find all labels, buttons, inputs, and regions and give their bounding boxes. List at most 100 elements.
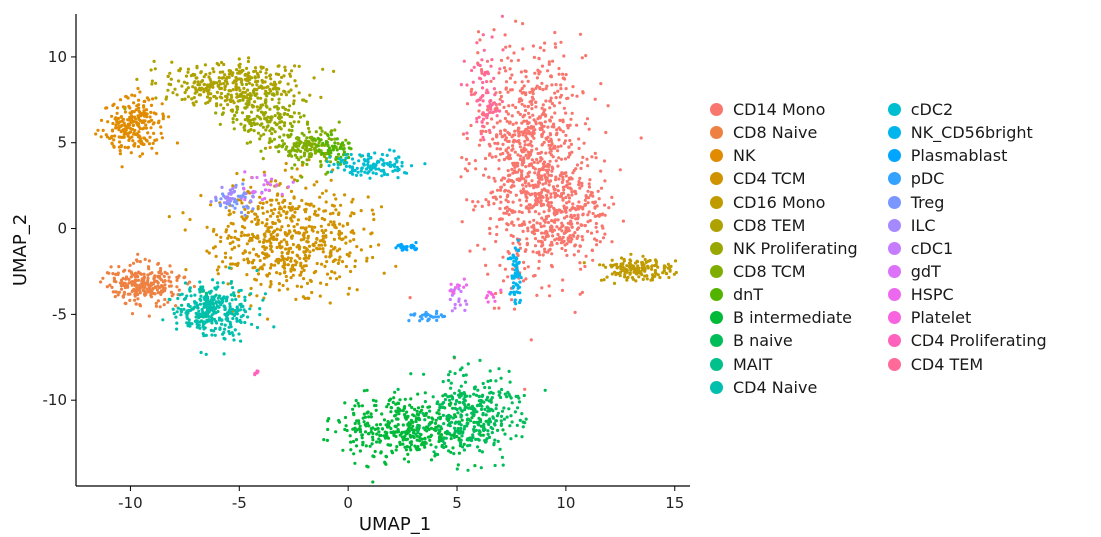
- data-point: [348, 214, 353, 218]
- data-point: [266, 120, 270, 124]
- data-point: [258, 266, 263, 270]
- data-point: [245, 96, 249, 100]
- data-point: [411, 424, 415, 428]
- data-point: [105, 271, 109, 275]
- data-point: [249, 286, 253, 291]
- data-point: [517, 168, 521, 172]
- data-point: [435, 318, 439, 322]
- data-point: [528, 203, 532, 207]
- data-point: [510, 420, 514, 424]
- legend-item: Platelet: [884, 306, 1047, 329]
- data-point: [423, 436, 427, 440]
- data-point: [441, 413, 445, 417]
- data-point: [500, 100, 504, 104]
- legend-label: gdT: [910, 262, 941, 282]
- data-point: [485, 80, 489, 84]
- data-point: [508, 67, 512, 71]
- data-point: [625, 276, 630, 280]
- data-point: [145, 96, 149, 100]
- data-point: [130, 118, 134, 122]
- data-point: [253, 93, 257, 97]
- data-point: [495, 114, 499, 118]
- data-point: [179, 310, 184, 314]
- data-point: [243, 124, 247, 128]
- data-point: [351, 427, 355, 431]
- data-point: [258, 137, 262, 141]
- data-point: [163, 283, 167, 287]
- data-point: [302, 114, 306, 118]
- data-point: [156, 262, 160, 266]
- data-point: [584, 254, 588, 258]
- data-point: [473, 385, 477, 390]
- series-b-naive: [396, 355, 547, 472]
- data-point: [643, 257, 647, 262]
- data-point: [231, 184, 235, 188]
- data-point: [218, 122, 222, 126]
- data-point: [369, 412, 373, 416]
- data-point: [583, 264, 587, 269]
- data-point: [344, 241, 348, 245]
- data-point: [557, 177, 561, 181]
- data-point: [518, 89, 523, 93]
- data-point: [333, 144, 337, 148]
- data-point: [282, 133, 286, 137]
- data-point: [215, 268, 219, 272]
- data-point: [215, 81, 219, 85]
- data-point: [485, 294, 489, 298]
- data-point: [235, 92, 239, 96]
- data-point: [233, 328, 237, 332]
- data-point: [447, 373, 451, 377]
- data-point: [615, 266, 619, 270]
- data-point: [382, 271, 386, 275]
- data-point: [258, 313, 262, 317]
- data-point: [494, 155, 498, 159]
- data-point: [358, 424, 362, 428]
- data-point: [305, 136, 309, 140]
- series-cd14-mono: [408, 19, 643, 391]
- data-point: [502, 157, 506, 162]
- data-point: [112, 145, 116, 149]
- data-point: [500, 387, 504, 392]
- data-point: [341, 448, 345, 452]
- data-point: [305, 162, 309, 166]
- data-point: [282, 89, 286, 93]
- data-point: [222, 352, 226, 356]
- data-point: [564, 73, 568, 77]
- data-point: [253, 373, 257, 377]
- data-point: [224, 205, 228, 210]
- data-point: [359, 169, 363, 173]
- data-point: [476, 51, 480, 55]
- data-point: [329, 133, 334, 137]
- data-point: [323, 264, 327, 268]
- data-point: [285, 240, 289, 244]
- data-point: [394, 448, 398, 452]
- data-point: [498, 97, 502, 101]
- data-point: [481, 393, 485, 397]
- data-point: [411, 413, 415, 417]
- data-point: [307, 130, 311, 134]
- data-point: [229, 235, 233, 240]
- data-point: [459, 391, 463, 395]
- data-point: [568, 182, 572, 186]
- data-point: [462, 59, 466, 63]
- data-point: [275, 245, 279, 250]
- legend-swatch: [710, 265, 723, 279]
- data-point: [557, 227, 561, 231]
- data-point: [199, 298, 203, 302]
- data-point: [400, 244, 404, 248]
- data-point: [414, 247, 419, 251]
- data-point: [218, 87, 222, 91]
- data-point: [482, 173, 486, 177]
- data-point: [546, 190, 550, 194]
- data-point: [275, 145, 279, 149]
- data-point: [561, 130, 565, 134]
- data-point: [217, 79, 221, 83]
- data-point: [547, 168, 551, 172]
- data-point: [306, 139, 310, 143]
- data-point: [491, 137, 495, 141]
- data-point: [213, 94, 217, 99]
- data-point: [332, 204, 336, 208]
- data-point: [488, 231, 492, 236]
- data-point: [246, 315, 250, 319]
- data-point: [229, 293, 233, 297]
